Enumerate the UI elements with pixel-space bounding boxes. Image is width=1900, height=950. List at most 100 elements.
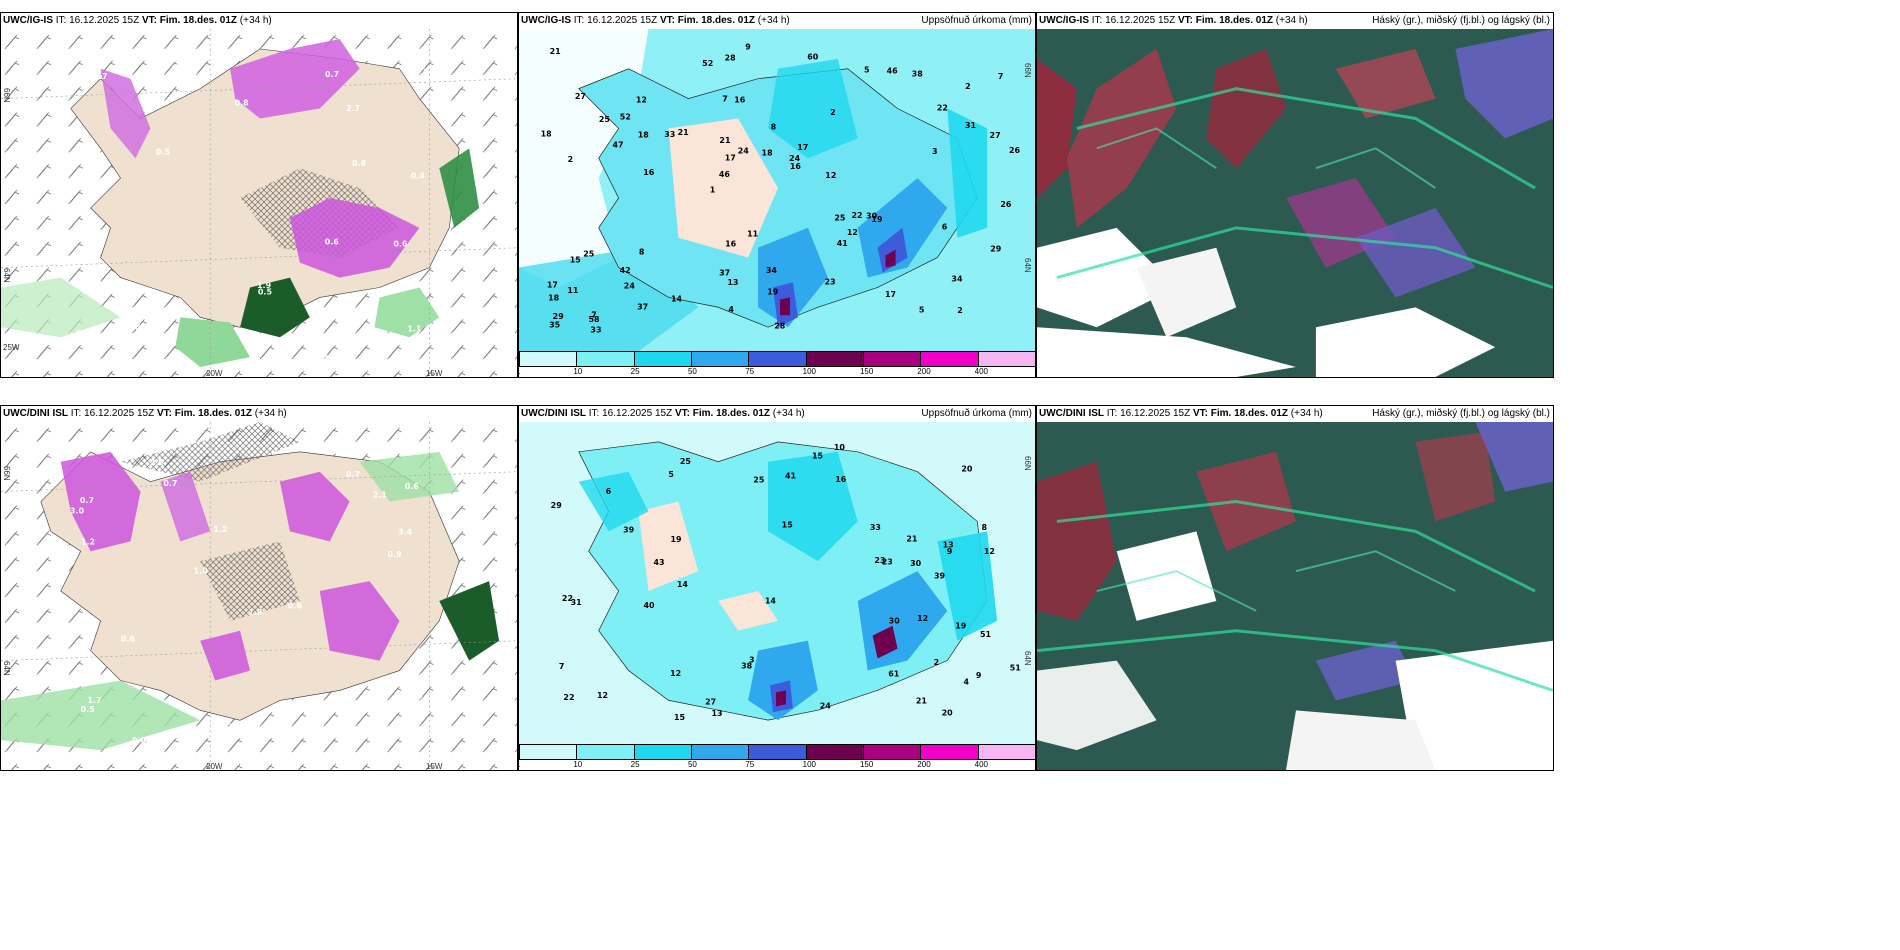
colorbar-tick-label: 75 xyxy=(745,367,755,376)
lon-label-20w: 20W xyxy=(206,369,223,378)
lat-label-66: 66N xyxy=(2,466,11,481)
init-time: IT: 16.12.2025 15Z xyxy=(1091,15,1176,26)
map-value-label: 3 xyxy=(749,656,755,665)
model-name: UWC/IG-IS xyxy=(521,15,571,26)
map-value-label: 23 xyxy=(874,556,885,565)
map-value-label: 1 xyxy=(710,186,716,195)
map-value-label: 1.0 xyxy=(194,567,209,576)
colorbar-tick-label: 150 xyxy=(859,367,874,376)
map-value-label: 0.7 xyxy=(346,470,360,479)
map-value-label: 10 xyxy=(834,443,846,452)
map-value-label: 1.4 xyxy=(229,722,244,731)
map-value-label: 0.6 xyxy=(393,239,408,248)
map-value-label: 19 xyxy=(767,288,779,297)
model-name: UWC/DINI ISL xyxy=(521,408,586,419)
wind-precip-map: 2.9 3.4 1.5 3.0 0.6 0.5 1.0 1.8 0.7 2.1 1.7 3.9 0.6 1… xyxy=(1,422,517,770)
map-value-label: 17 xyxy=(547,281,558,290)
map-value-label: 38 xyxy=(912,69,924,78)
map-value-label: 9 xyxy=(976,671,982,680)
colorbar-segment: 100 xyxy=(803,351,864,376)
map-value-label: 1.2 xyxy=(81,537,95,546)
colorbar-segment: 400 xyxy=(975,744,1035,769)
map-value-label: 3 xyxy=(932,147,938,156)
map-value-label: 52 xyxy=(620,113,631,122)
map-value-label: 12 xyxy=(847,228,858,237)
colorbar-tick-label: 1 xyxy=(519,367,520,376)
map-value-label: 0.6 xyxy=(121,634,136,643)
map-value-label: 18 xyxy=(638,131,650,140)
lon-label-15w: 15W xyxy=(426,369,443,378)
map-value-label: 12 xyxy=(636,96,647,105)
init-time: IT: 16.12.2025 15Z xyxy=(573,15,658,26)
colorbar-segment: 150 xyxy=(860,351,922,376)
map-value-label: 40 xyxy=(644,601,656,610)
map-value-label: 5 xyxy=(919,306,925,315)
init-time: IT: 16.12.2025 15Z xyxy=(55,15,140,26)
map-value-label: 28 xyxy=(725,53,737,62)
map-value-label: 16 xyxy=(643,168,655,177)
lat-label-64: 64N xyxy=(1023,651,1032,666)
lon-label-25w: 25W xyxy=(3,343,20,352)
colorbar-tick-label: 200 xyxy=(917,760,931,769)
map-value-label: 27 xyxy=(990,131,1001,140)
map-value-label: 51 xyxy=(980,630,991,639)
map-value-label: 0.9 xyxy=(314,352,329,361)
map-value-label: 2 xyxy=(965,82,971,91)
valid-time: VT: Fim. 18.des. 01Z xyxy=(156,408,253,419)
map-value-label: 15 xyxy=(570,255,581,264)
map-value-label: 12 xyxy=(984,547,995,556)
map-value-label: 12 xyxy=(825,171,836,180)
init-time: IT: 16.12.2025 15Z xyxy=(70,408,155,419)
lat-label-64: 64N xyxy=(1023,258,1032,273)
map-value-label: 17 xyxy=(725,154,736,163)
map-value-label: 25 xyxy=(834,213,845,222)
colorbar-tick-label: 25 xyxy=(630,367,640,376)
map-value-label: 0.6 xyxy=(305,441,320,450)
colorbar-tick-label: 100 xyxy=(802,367,816,376)
map-value-label: 17 xyxy=(797,143,808,152)
map-value-label: 0.8 xyxy=(352,159,367,168)
map-value-label: 9 xyxy=(947,547,953,556)
colorbar-tick-label: 10 xyxy=(573,760,583,769)
map-value-label: 4 xyxy=(964,677,970,686)
lead-time: (+34 h) xyxy=(1290,408,1323,419)
colorbar-segment: 200 xyxy=(917,744,979,769)
panel-header: UWC/IG-IS IT: 16.12.2025 15Z VT: Fim. 18… xyxy=(1,13,517,29)
colorbar-segment: 1 xyxy=(519,351,578,376)
map-value-label: 37 xyxy=(719,268,730,277)
map-value-label: 0.7 xyxy=(325,70,339,79)
precip-colorbar: 1 10 25 50 75 100 150 200 400 xyxy=(519,351,1035,377)
panel-header: UWC/DINI ISL IT: 16.12.2025 15Z VT: Fim.… xyxy=(1,406,517,422)
map-value-label: 25 xyxy=(753,476,764,485)
map-value-label: 0.8 xyxy=(235,98,250,107)
map-value-label: 16 xyxy=(790,162,802,171)
map-value-label: 46 xyxy=(887,67,899,76)
colorbar-segment: 150 xyxy=(860,744,922,769)
valid-time: VT: Fim. 18.des. 01Z xyxy=(659,15,756,26)
colorbar-segment: 400 xyxy=(975,351,1035,376)
map-value-label: 58 xyxy=(589,315,601,324)
map-value-label: 0.7 xyxy=(93,72,107,81)
map-value-label: 23 xyxy=(825,277,836,286)
map-value-label: 13 xyxy=(943,540,954,549)
map-value-label: 12 xyxy=(597,691,608,700)
map-value-label: 7 xyxy=(591,311,597,320)
map-value-label: 28 xyxy=(774,322,786,331)
map-value-label: 13 xyxy=(711,709,722,718)
accumulated-precip-map: 2 8 9 15 22 25 13 12 20 39 12 29 39 13 7 6 4 5 3 9 22 31 24 23 2… xyxy=(519,422,1035,744)
panel-precip-bottom: UWC/DINI ISL IT: 16.12.2025 15Z VT: Fim.… xyxy=(518,405,1036,771)
map-value-label: 6 xyxy=(942,222,948,231)
colorbar-segment: 200 xyxy=(917,351,979,376)
map-value-label: 23 xyxy=(882,558,893,567)
map-value-label: 7 xyxy=(559,662,565,671)
map-value-label: 1.1 xyxy=(407,325,421,334)
map-value-label: 18 xyxy=(548,294,560,303)
map-value-label: 2 xyxy=(568,155,574,164)
map-value-label: 5 xyxy=(864,65,870,74)
map-value-label: 0.5 xyxy=(81,705,95,714)
map-value-label: 1.8 xyxy=(248,608,263,617)
map-value-label: 0.7 xyxy=(80,496,94,505)
valid-time: VT: Fim. 18.des. 01Z xyxy=(1177,15,1274,26)
lon-label-15w: 15W xyxy=(426,762,443,771)
map-value-label: 33 xyxy=(664,130,675,139)
